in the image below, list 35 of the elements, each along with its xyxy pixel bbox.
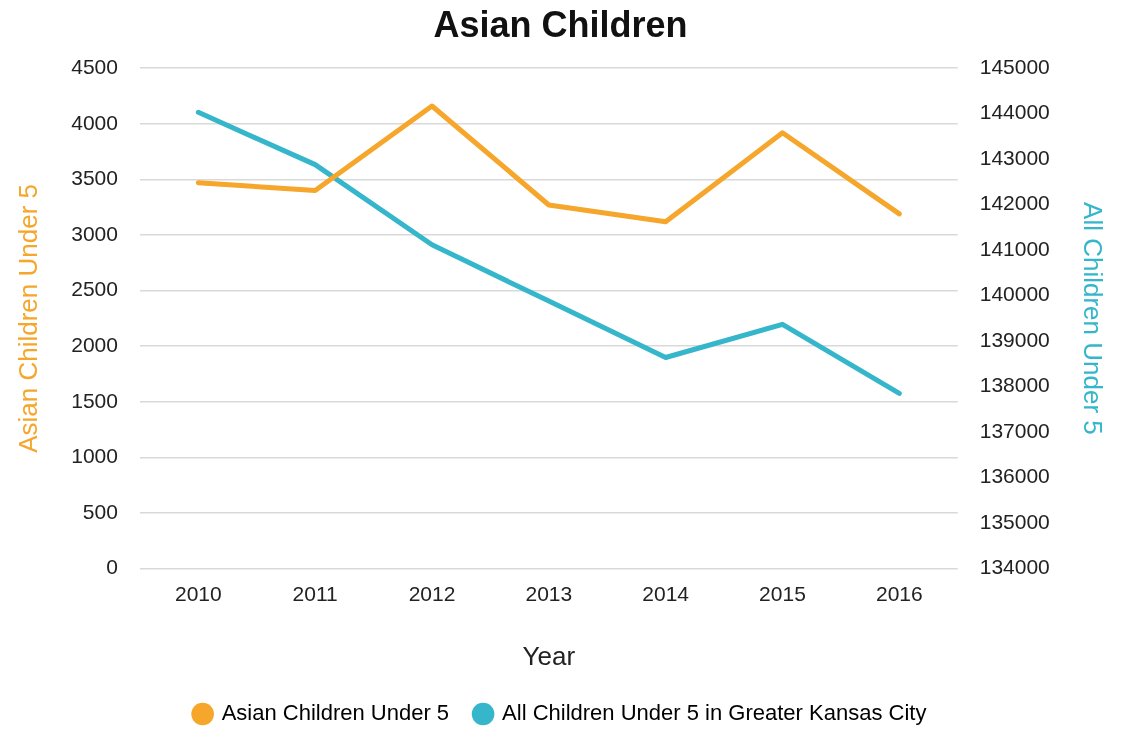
- y-tick-label: 3500: [71, 166, 118, 190]
- y-axis-title: Asian Children Under 5: [12, 183, 43, 453]
- y2-tick-label: 136000: [979, 464, 1050, 488]
- y2-tick-label: 142000: [979, 191, 1050, 215]
- x-tick-label: 2012: [408, 582, 456, 605]
- y2-axis-title: All Children Under 5: [1078, 202, 1109, 435]
- legend-label: All Children Under 5 in Greater Kansas City: [502, 700, 927, 726]
- x-tick-label: 2013: [525, 582, 573, 605]
- x-tick-label: 2016: [875, 582, 923, 605]
- y-tick-label: 2000: [71, 333, 118, 356]
- y-tick-label: 4500: [71, 55, 118, 78]
- x-tick-label: 2015: [759, 582, 806, 605]
- y-tick-label: 3000: [71, 221, 118, 245]
- y2-tick-label: 139000: [979, 327, 1050, 351]
- y2-tick-label: 144000: [979, 100, 1050, 124]
- y2-tick-label: 134000: [979, 555, 1050, 579]
- y2-tick-label: 140000: [979, 282, 1050, 306]
- y-tick-label: 1000: [71, 444, 118, 468]
- y-tick-label: 0: [106, 555, 118, 579]
- y-tick-label: 2500: [71, 277, 118, 301]
- y2-tick-label: 135000: [979, 509, 1050, 533]
- x-tick-label: 2011: [292, 582, 338, 605]
- x-tick-label: 2010: [174, 582, 222, 605]
- legend-label: Asian Children Under 5: [221, 700, 450, 726]
- y-tick-label: 1500: [71, 388, 118, 412]
- y2-tick-label: 137000: [979, 418, 1050, 442]
- y-tick-label: 500: [82, 499, 118, 523]
- chart-title: Asian Children: [433, 3, 688, 45]
- y2-tick-label: 141000: [979, 236, 1050, 260]
- y2-tick-label: 143000: [979, 145, 1050, 169]
- y-tick-label: 4000: [71, 110, 118, 134]
- y2-tick-label: 145000: [979, 55, 1050, 78]
- y2-tick-label: 138000: [979, 373, 1050, 397]
- x-tick-label: 2014: [642, 582, 690, 605]
- x-axis-title: Year: [522, 640, 576, 671]
